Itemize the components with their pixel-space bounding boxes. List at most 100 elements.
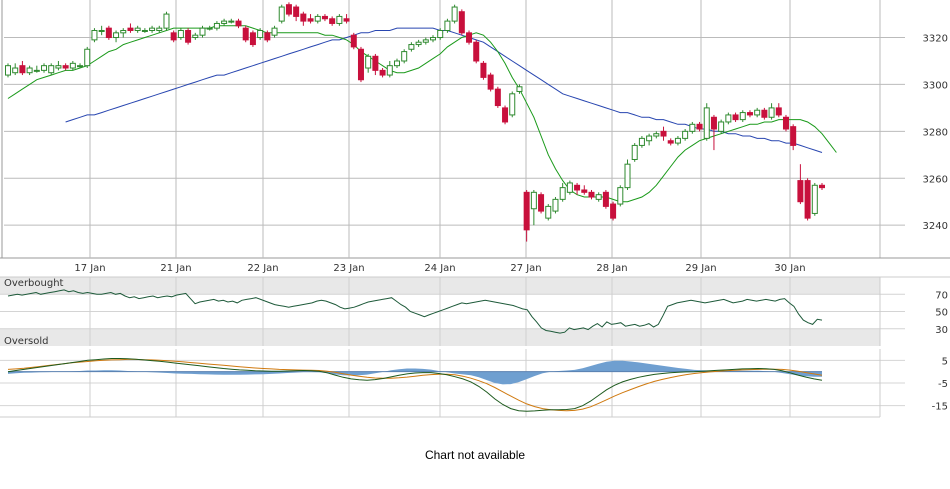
- date-tick-label: 29 Jan: [685, 263, 716, 274]
- candle-body: [638, 137, 645, 146]
- candle-up: [811, 182, 818, 216]
- candle-down: [732, 112, 739, 122]
- candle-body: [235, 20, 242, 27]
- macd-panel: -15 -5 5: [0, 349, 948, 418]
- candle-body: [163, 13, 170, 29]
- candle-down: [285, 2, 292, 17]
- candle-up: [12, 63, 19, 76]
- date-tick-label: 30 Jan: [774, 263, 805, 274]
- candle-up: [206, 25, 213, 31]
- osc-tick-label: 30: [935, 325, 948, 336]
- candle-up: [55, 60, 62, 71]
- candle-body: [249, 32, 256, 46]
- candle-body: [69, 62, 76, 69]
- candle-body: [213, 22, 220, 29]
- candle-body: [120, 29, 127, 34]
- candle-down: [804, 178, 811, 221]
- candle-down: [300, 11, 307, 26]
- candle-down: [321, 14, 328, 22]
- candle-body: [617, 187, 624, 205]
- price-y-ticks: 3240 3260 3280 3300 3320: [923, 34, 948, 233]
- candle-body: [725, 114, 732, 123]
- candle-body: [754, 109, 761, 116]
- candle-body: [372, 55, 379, 71]
- candle-body: [682, 130, 689, 139]
- candle-body: [357, 48, 364, 81]
- candle-body: [559, 187, 566, 200]
- candle-down: [538, 192, 545, 214]
- osc-tick-label: 50: [935, 308, 948, 319]
- candle-down: [350, 32, 357, 50]
- candle-up: [509, 91, 516, 118]
- candle-down: [458, 9, 465, 36]
- candle-up: [703, 103, 710, 141]
- candle-body: [91, 29, 98, 41]
- candle-body: [631, 144, 638, 160]
- candle-body: [185, 29, 192, 43]
- candle-down: [710, 114, 717, 151]
- candle-up: [682, 129, 689, 141]
- candle-body: [300, 13, 307, 22]
- candle-body: [393, 60, 400, 67]
- candle-up: [41, 63, 48, 73]
- candle-body: [271, 27, 278, 36]
- candle-body: [285, 4, 292, 15]
- candle-body: [653, 133, 660, 137]
- candle-down: [574, 182, 581, 195]
- candle-up: [530, 189, 537, 226]
- candle-body: [33, 69, 40, 72]
- candle-up: [271, 25, 278, 38]
- candle-up: [422, 37, 429, 45]
- oscillator-line: [7, 289, 823, 334]
- date-tick-label: 21 Jan: [160, 263, 191, 274]
- candle-body: [365, 55, 372, 69]
- candle-body: [646, 135, 653, 142]
- candle-body: [134, 27, 141, 31]
- candle-up: [163, 11, 170, 31]
- candle-down: [372, 53, 379, 76]
- candle-body: [610, 203, 617, 219]
- candle-body: [141, 29, 148, 32]
- candle-body: [790, 126, 797, 146]
- candle-down: [660, 126, 667, 141]
- candle-up: [177, 28, 184, 40]
- candle-body: [739, 112, 746, 121]
- candle-up: [365, 53, 372, 73]
- candle-body: [105, 27, 112, 39]
- candle-down: [797, 164, 804, 205]
- candle-body: [343, 18, 350, 22]
- candle-body: [588, 191, 595, 198]
- stock-chart: 3240 3260 3280 3300 3320 17 Jan 21 Jan 22 Jan 2…: [0, 0, 950, 418]
- candle-up: [91, 28, 98, 43]
- candle-body: [494, 88, 501, 107]
- candle-body: [696, 123, 703, 130]
- oscillator-panel: 30 50 70: [0, 276, 950, 346]
- candle-body: [62, 65, 69, 69]
- chart-not-available-message: Chart not available: [424, 448, 526, 462]
- candle-body: [660, 130, 667, 137]
- candle-down: [62, 63, 69, 71]
- macd-line: [7, 358, 823, 412]
- candle-body: [574, 184, 581, 191]
- candle-up: [725, 112, 732, 125]
- candle-down: [581, 185, 588, 195]
- candle-up: [689, 121, 696, 134]
- candle-down: [379, 68, 386, 78]
- candle-body: [77, 65, 84, 68]
- candle-down: [293, 4, 300, 22]
- candle-body: [278, 6, 285, 22]
- candle-body: [718, 121, 725, 132]
- candle-up: [199, 25, 206, 38]
- candle-up: [768, 103, 775, 120]
- date-tick-label: 22 Jan: [247, 263, 278, 274]
- candle-down: [480, 60, 487, 80]
- overbought-label: Overbought: [4, 278, 64, 289]
- candle-down: [343, 14, 350, 24]
- candle-up: [336, 14, 343, 26]
- candle-body: [516, 86, 523, 92]
- candle-down: [170, 30, 177, 43]
- candle-body: [595, 194, 602, 200]
- macd-tick-label: -5: [938, 379, 948, 390]
- candle-up: [595, 192, 602, 202]
- candle-body: [228, 20, 235, 23]
